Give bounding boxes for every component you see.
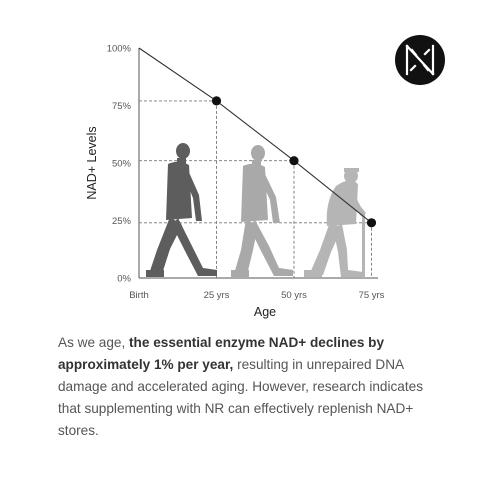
y-tick-label: 75% [112, 101, 132, 112]
y-tick-label: 25% [112, 216, 132, 227]
x-tick-label: 50 yrs [281, 290, 307, 301]
walking-adult-silhouette [146, 143, 217, 277]
data-point-3 [366, 218, 377, 228]
data-point-2 [289, 156, 299, 166]
x-tick-label: Birth [129, 290, 149, 301]
y-tick-label: 0% [117, 274, 131, 285]
description-rest: resulting in unrepaired DNA damage and a… [58, 357, 423, 438]
x-tick-label: 25 yrs [204, 290, 230, 301]
y-tick-label: 50% [112, 159, 132, 170]
description-highlight: the essential enzyme NAD+ declines by ap… [58, 335, 385, 372]
data-point-markers [211, 96, 377, 228]
x-tick-labels: Birth 25 yrs 50 yrs 75 yrs [129, 290, 384, 301]
y-axis-title: NAD+ Levels [85, 126, 99, 199]
x-tick-label: 75 yrs [359, 290, 385, 301]
description-lead: As we age, [58, 335, 130, 350]
y-tick-labels: 0% 25% 50% 75% 100% [107, 44, 132, 285]
walking-middle-aged-silhouette [231, 145, 293, 277]
data-point-1 [211, 96, 222, 106]
brand-logo [395, 35, 445, 85]
nad-decline-chart: 0%25%50%75%100% Birth 25 yrs 50 yrs 75 yrs … [85, 35, 445, 319]
description-paragraph: As we age, the essential enzyme NAD+ dec… [58, 332, 438, 442]
x-axis-title: Age [254, 305, 276, 319]
y-tick-label: 100% [107, 44, 132, 55]
nad-levels-line [138, 47, 372, 224]
elderly-with-cane-silhouette [304, 168, 366, 278]
